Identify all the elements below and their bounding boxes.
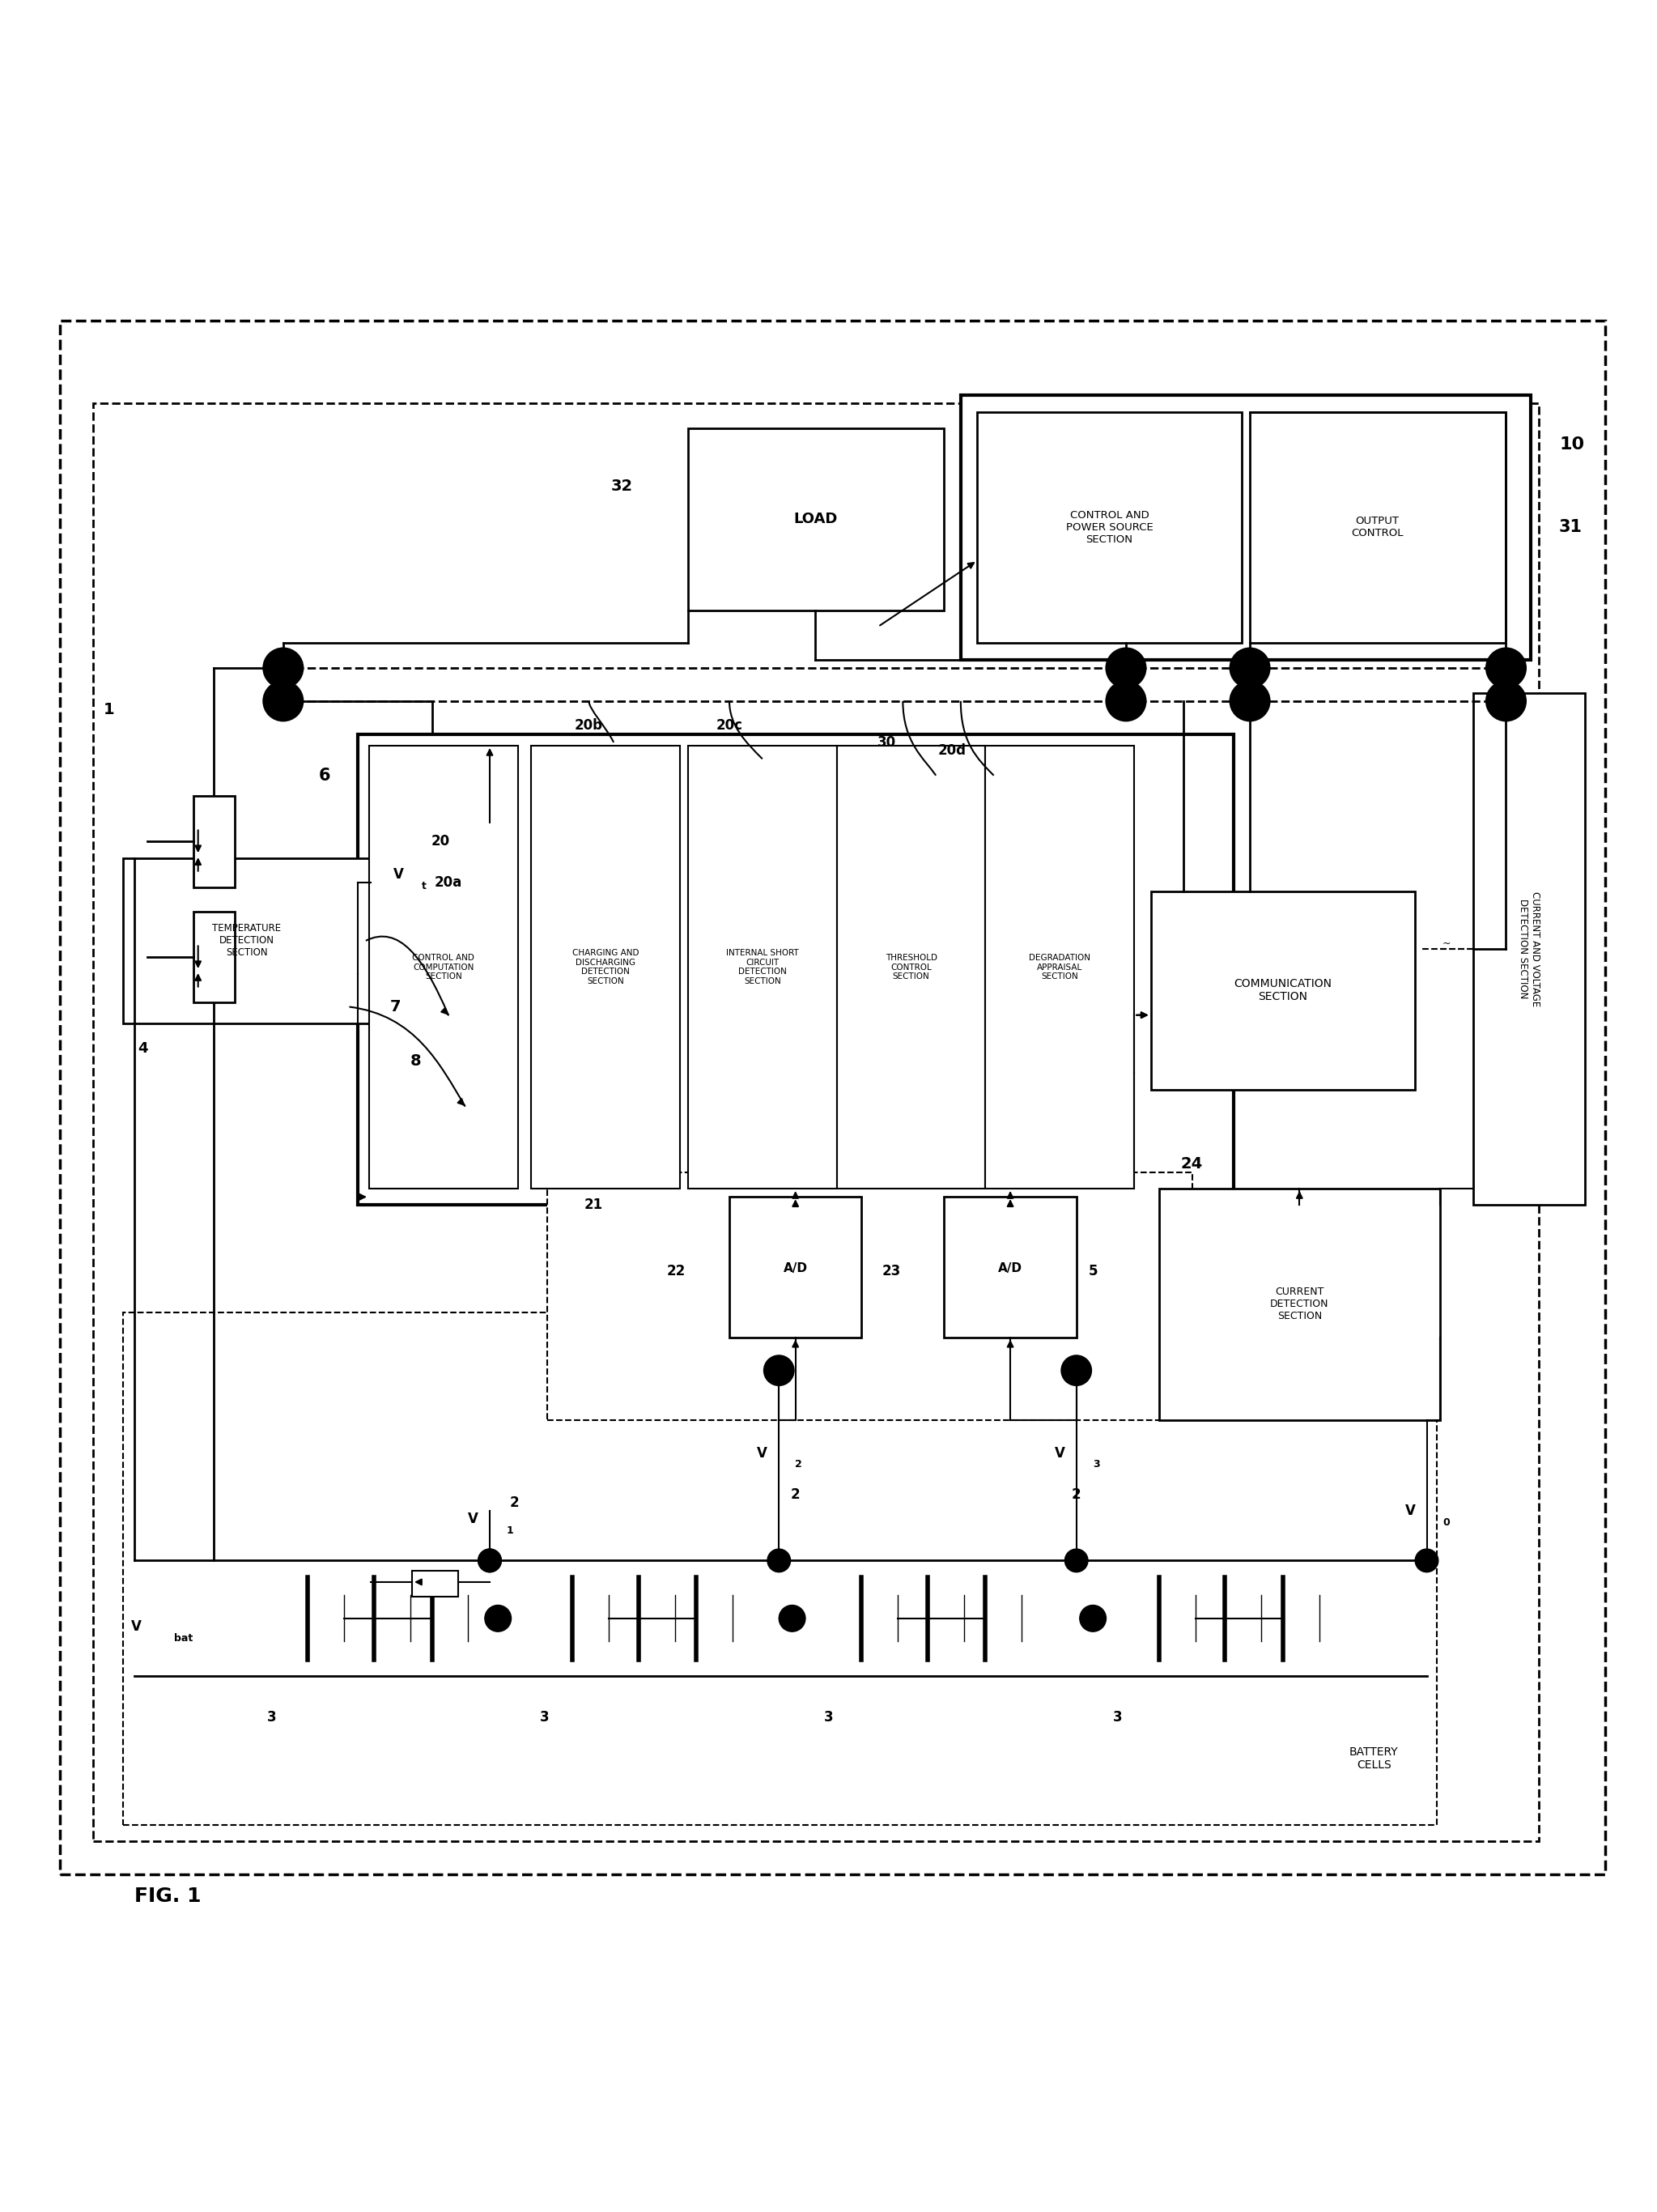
Text: V: V (1405, 1504, 1415, 1517)
Text: 2: 2 (795, 1460, 802, 1471)
Bar (358, 734, 1233, 1206)
Text: 23: 23 (882, 1263, 901, 1279)
Text: A/D: A/D (998, 1261, 1022, 1274)
Text: 21: 21 (585, 1199, 603, 1212)
Circle shape (1107, 681, 1145, 721)
Circle shape (263, 681, 303, 721)
Text: CONTROL AND
POWER SOURCE
SECTION: CONTROL AND POWER SOURCE SECTION (1065, 511, 1153, 544)
Bar (978, 411, 1241, 644)
Text: t: t (421, 880, 426, 891)
Text: 5: 5 (1089, 1263, 1097, 1279)
Circle shape (1415, 1548, 1438, 1573)
Circle shape (479, 1548, 502, 1573)
Text: 3: 3 (267, 1710, 277, 1725)
Bar (194, 796, 234, 887)
Bar (729, 1197, 862, 1338)
Text: CONTROL AND
COMPUTATION
SECTION: CONTROL AND COMPUTATION SECTION (413, 953, 474, 980)
Text: 22: 22 (668, 1263, 686, 1279)
Text: INTERNAL SHORT
CIRCUIT
DETECTION
SECTION: INTERNAL SHORT CIRCUIT DETECTION SECTION (726, 949, 799, 984)
Circle shape (486, 1606, 512, 1632)
Text: V: V (1054, 1447, 1065, 1460)
Text: 3: 3 (1092, 1460, 1100, 1471)
Text: 32: 32 (611, 478, 633, 493)
Text: OUTPUT
CONTROL: OUTPUT CONTROL (1350, 515, 1403, 540)
Circle shape (1229, 681, 1269, 721)
Text: V: V (131, 1619, 141, 1635)
Circle shape (1229, 648, 1269, 688)
Text: 7: 7 (389, 1000, 401, 1015)
Circle shape (1062, 1356, 1092, 1385)
Text: COMMUNICATION
SECTION: COMMUNICATION SECTION (1234, 978, 1332, 1002)
Text: DEGRADATION
APPRAISAL
SECTION: DEGRADATION APPRAISAL SECTION (1029, 953, 1090, 980)
Text: 1: 1 (104, 701, 114, 717)
Bar (688, 429, 944, 611)
Text: 24: 24 (1181, 1157, 1203, 1172)
Circle shape (779, 1606, 805, 1632)
Text: 2: 2 (510, 1495, 519, 1511)
Text: LOAD: LOAD (794, 511, 837, 526)
Text: 20b: 20b (575, 719, 603, 732)
Text: 3: 3 (1114, 1710, 1122, 1725)
Text: 0: 0 (1443, 1517, 1450, 1528)
Bar (837, 745, 986, 1188)
Bar (93, 403, 1539, 1843)
Text: CURRENT
DETECTION
SECTION: CURRENT DETECTION SECTION (1271, 1287, 1329, 1323)
Text: V: V (757, 1447, 767, 1460)
Bar (530, 745, 679, 1188)
Text: 8: 8 (409, 1053, 421, 1068)
Circle shape (1080, 1606, 1107, 1632)
Circle shape (1107, 648, 1145, 688)
Bar (123, 1312, 1437, 1825)
Bar (1150, 891, 1415, 1091)
Circle shape (1486, 648, 1526, 688)
Text: 4: 4 (138, 1042, 147, 1055)
Text: 20a: 20a (434, 876, 462, 889)
Bar (961, 396, 1531, 659)
Text: 3: 3 (824, 1710, 833, 1725)
Text: 2: 2 (1072, 1486, 1080, 1502)
Circle shape (263, 648, 303, 688)
Bar (547, 1172, 1191, 1420)
Circle shape (1065, 1548, 1089, 1573)
Bar (1158, 1188, 1440, 1420)
Bar (123, 858, 371, 1024)
Text: A/D: A/D (784, 1261, 807, 1274)
Circle shape (764, 1356, 794, 1385)
Circle shape (767, 1548, 790, 1573)
Bar (944, 1197, 1077, 1338)
Bar (413, 1571, 459, 1597)
Text: 30: 30 (877, 734, 896, 750)
Text: V: V (394, 867, 404, 883)
Text: 20c: 20c (716, 719, 742, 732)
Text: THRESHOLD
CONTROL
SECTION: THRESHOLD CONTROL SECTION (885, 953, 936, 980)
Bar (370, 745, 519, 1188)
Text: BATTERY
CELLS: BATTERY CELLS (1349, 1747, 1399, 1772)
Text: 3: 3 (540, 1710, 548, 1725)
Text: V: V (467, 1513, 479, 1526)
Text: 2: 2 (790, 1486, 800, 1502)
Text: 1: 1 (505, 1526, 514, 1535)
Text: bat: bat (174, 1632, 192, 1644)
Bar (1473, 692, 1586, 1206)
Text: 6: 6 (318, 768, 330, 783)
Text: ~: ~ (1442, 938, 1455, 949)
Bar (1249, 411, 1506, 644)
Text: 31: 31 (1559, 520, 1582, 535)
Bar (194, 911, 234, 1002)
Text: TEMPERATURE
DETECTION
SECTION: TEMPERATURE DETECTION SECTION (212, 922, 282, 958)
Bar (688, 745, 837, 1188)
Circle shape (1486, 681, 1526, 721)
Circle shape (479, 1548, 502, 1573)
Text: 20: 20 (431, 834, 449, 849)
Text: 20d: 20d (938, 743, 966, 759)
Text: 10: 10 (1559, 436, 1584, 453)
Text: FIG. 1: FIG. 1 (134, 1887, 200, 1907)
Text: CURRENT AND VOLTAGE
DETECTION SECTION: CURRENT AND VOLTAGE DETECTION SECTION (1518, 891, 1541, 1006)
Bar (986, 745, 1133, 1188)
Text: CHARGING AND
DISCHARGING
DETECTION
SECTION: CHARGING AND DISCHARGING DETECTION SECTI… (572, 949, 640, 984)
